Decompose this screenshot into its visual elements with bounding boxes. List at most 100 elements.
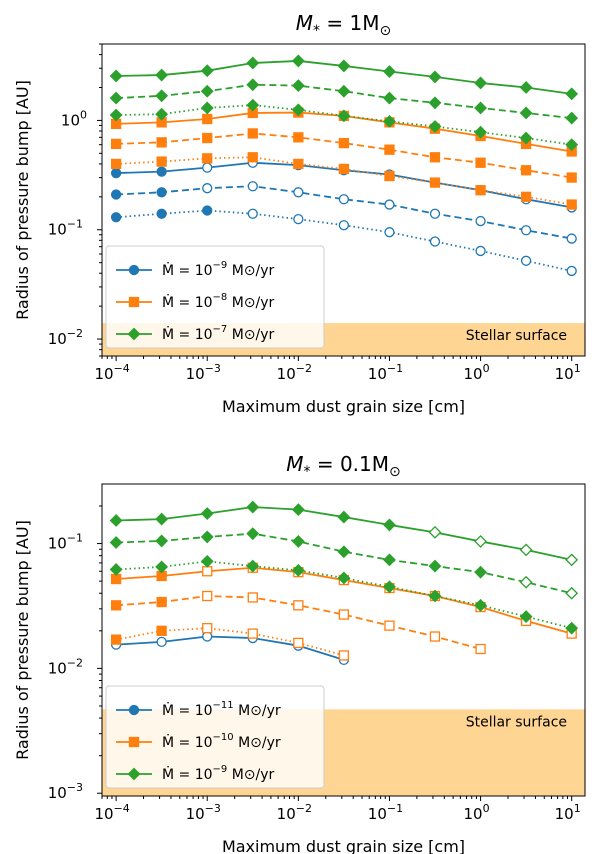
series-3-point [156,625,167,636]
series-4-point [475,157,486,168]
y-tick-label: 10−2 [48,656,83,677]
series-8-point [109,108,123,122]
legend-entry-label: Ṁ = 10−7 M⊙/yr [162,324,275,343]
series-8-point [383,114,396,128]
series-7-point [200,84,214,98]
series-0-point [156,166,167,177]
series-1-point [520,225,532,236]
plot-frame [101,43,586,357]
series-0-point [202,631,213,642]
series-2-line [116,209,572,272]
x-tick-label: 10−3 [186,802,221,823]
series-1-point [247,181,258,192]
series-3-point [202,113,213,125]
series-6-point [109,69,123,83]
series-1-point [566,233,577,244]
series-2-point [520,255,532,266]
series-7-point [519,106,533,120]
x-tick-label: 10−4 [94,362,129,383]
series-4-point [338,137,350,149]
series-8-point [337,109,351,123]
series-5-point [565,586,579,600]
series-1-point [156,187,167,198]
series-6-point [383,580,396,594]
series-4-point [519,543,533,557]
series-5-point [291,535,305,548]
legend-entry-label: Ṁ = 10−8 M⊙/yr [162,292,275,311]
series-7-point [155,89,169,103]
series-6-point [291,54,305,68]
legend-marker [127,327,141,341]
chart-title: M* = 1M⊙ [296,11,391,39]
legend-box [105,685,325,789]
series-6-point [246,56,260,70]
series-1-point [110,189,122,200]
series-4-point [109,514,123,527]
x-tick-label: 100 [464,362,490,383]
series-2-point [247,592,258,603]
x-tick-label: 101 [555,362,581,383]
series-2-point [110,600,122,611]
legend-entry-label: Ṁ = 10−9 M⊙/yr [162,764,275,783]
series-6-point [474,598,487,612]
series-2-point [156,596,167,608]
plot-area [109,54,579,277]
legend-entry-label: Ṁ = 10−9 M⊙/yr [162,260,275,279]
series-3-point [338,650,350,661]
series-5-point [293,158,304,170]
stellar-surface-label: Stellar surface [466,328,567,344]
series-1-point [384,199,395,210]
x-tick-label: 100 [464,802,490,823]
series-1-point [338,194,350,205]
y-tick-label: 10−1 [48,532,83,553]
x-tick-label: 10−1 [368,362,403,383]
legend-marker [127,767,141,781]
series-4-point [291,503,305,517]
x-tick-label: 10−3 [186,362,221,383]
y-axis-label: Radius of pressure bump [AU] [13,520,32,760]
series-5-point [428,559,442,573]
series-6-point [337,59,351,73]
series-4-point [428,525,442,539]
chart-title: M* = 0.1M⊙ [286,452,401,480]
series-6-point [291,563,305,577]
series-0-point [110,167,122,179]
series-5-point [475,185,486,196]
series-4-point [566,172,577,183]
series-6-point [428,589,442,603]
series-4-point [246,500,260,514]
series-8-point [291,103,305,117]
series-5-point [429,177,441,188]
series-5-point [474,565,487,579]
series-5-point [202,153,213,164]
y-tick-label: 100 [61,108,87,129]
series-4-point [155,512,169,526]
legend-entry-label: Ṁ = 10−11 M⊙/yr [162,700,281,719]
series-6-point [337,571,351,585]
series-5-point [566,199,577,210]
series-4-point [565,553,579,567]
series-2-point [156,208,167,219]
series-1-point [202,566,213,577]
y-tick-label: 10−1 [48,218,83,239]
series-1-point [202,183,213,194]
series-2-point [429,236,441,247]
series-4-point [247,128,258,139]
series-7-point [474,101,487,115]
series-5-point [383,553,396,567]
series-7-point [246,78,260,92]
series-0-point [156,636,167,648]
legend-marker [128,296,140,308]
series-4-point [520,165,532,176]
series-6-point [519,81,533,94]
series-4-point [337,510,351,524]
series-8-point [474,125,487,139]
series-2-point [475,245,486,257]
series-6-point [155,68,169,82]
series-7-point [109,91,123,105]
series-2-point [293,600,304,611]
series-4-point [293,132,304,143]
series-4-point [200,507,214,520]
plot-frame [101,483,586,797]
series-3-point [247,628,258,639]
